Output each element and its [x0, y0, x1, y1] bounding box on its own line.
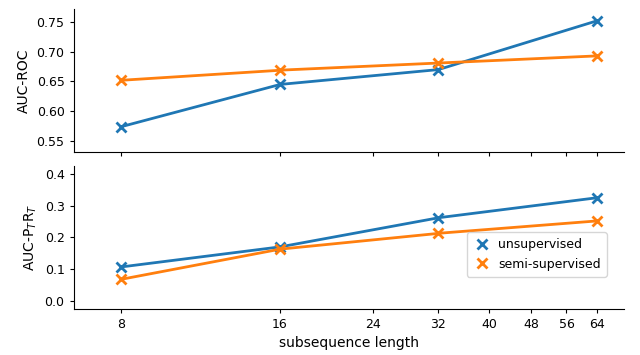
semi-supervised	[117, 277, 125, 282]
Y-axis label: AUC-ROC: AUC-ROC	[17, 48, 31, 113]
Line: semi-supervised: semi-supervised	[116, 51, 602, 85]
unsupervised	[593, 196, 601, 200]
semi-supervised	[276, 68, 284, 72]
unsupervised	[435, 67, 442, 72]
unsupervised	[117, 125, 125, 129]
Y-axis label: AUC-P$_T$R$_T$: AUC-P$_T$R$_T$	[22, 204, 39, 271]
semi-supervised	[593, 54, 601, 58]
unsupervised	[593, 19, 601, 23]
Legend: unsupervised, semi-supervised: unsupervised, semi-supervised	[467, 232, 607, 277]
unsupervised	[276, 82, 284, 87]
semi-supervised	[276, 247, 284, 251]
Line: unsupervised: unsupervised	[116, 16, 602, 132]
unsupervised	[276, 245, 284, 249]
semi-supervised	[435, 61, 442, 65]
X-axis label: subsequence length: subsequence length	[279, 337, 419, 350]
semi-supervised	[593, 219, 601, 223]
Line: unsupervised: unsupervised	[116, 193, 602, 272]
unsupervised	[435, 215, 442, 220]
unsupervised	[117, 265, 125, 269]
semi-supervised	[117, 78, 125, 82]
Line: semi-supervised: semi-supervised	[116, 216, 602, 284]
semi-supervised	[435, 231, 442, 235]
